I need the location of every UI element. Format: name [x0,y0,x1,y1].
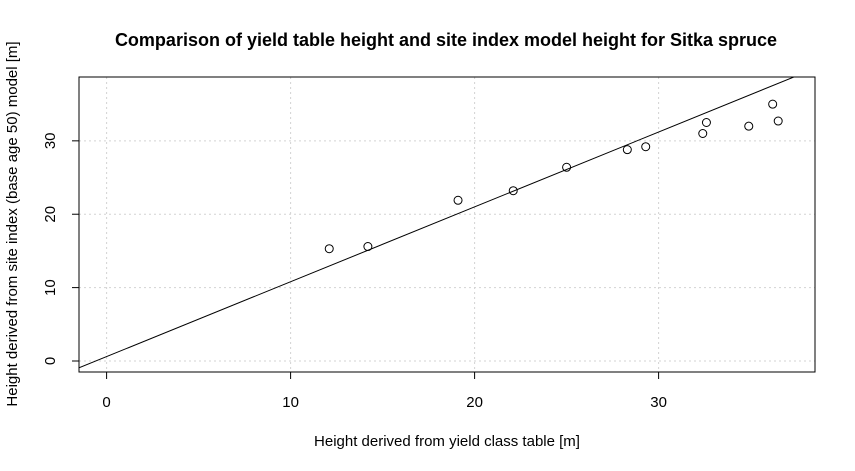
x-axis-label: Height derived from yield class table [m… [314,433,580,450]
data-point [453,195,463,205]
data-point [698,129,708,139]
x-axis: 0 10 20 30 [102,371,667,411]
y-axis-label: Height derived from site index (base age… [4,41,21,406]
y-tick-label: 20 [42,206,59,223]
data-point [324,244,334,254]
chart-title: Comparison of yield table height and sit… [115,30,777,50]
y-tick-label: 30 [42,132,59,149]
y-tick-label: 10 [42,279,59,296]
y-axis: 0 10 20 30 [42,132,80,365]
x-tick-label: 10 [282,394,299,411]
plot-frame [78,76,816,373]
data-point [562,162,572,172]
data-point [363,242,373,252]
data-point [744,121,754,131]
grid [79,77,815,372]
data-point [641,142,651,152]
data-point [508,186,518,196]
x-tick-label: 30 [650,394,667,411]
data-point [701,117,711,127]
reference-line-group [79,77,796,369]
data-point [622,145,632,155]
data-points [324,99,783,254]
data-point [768,99,778,109]
x-tick-label: 0 [102,394,110,411]
data-point [773,116,783,126]
reference-line [79,77,796,369]
y-tick-label: 0 [42,357,59,365]
x-tick-label: 20 [466,394,483,411]
